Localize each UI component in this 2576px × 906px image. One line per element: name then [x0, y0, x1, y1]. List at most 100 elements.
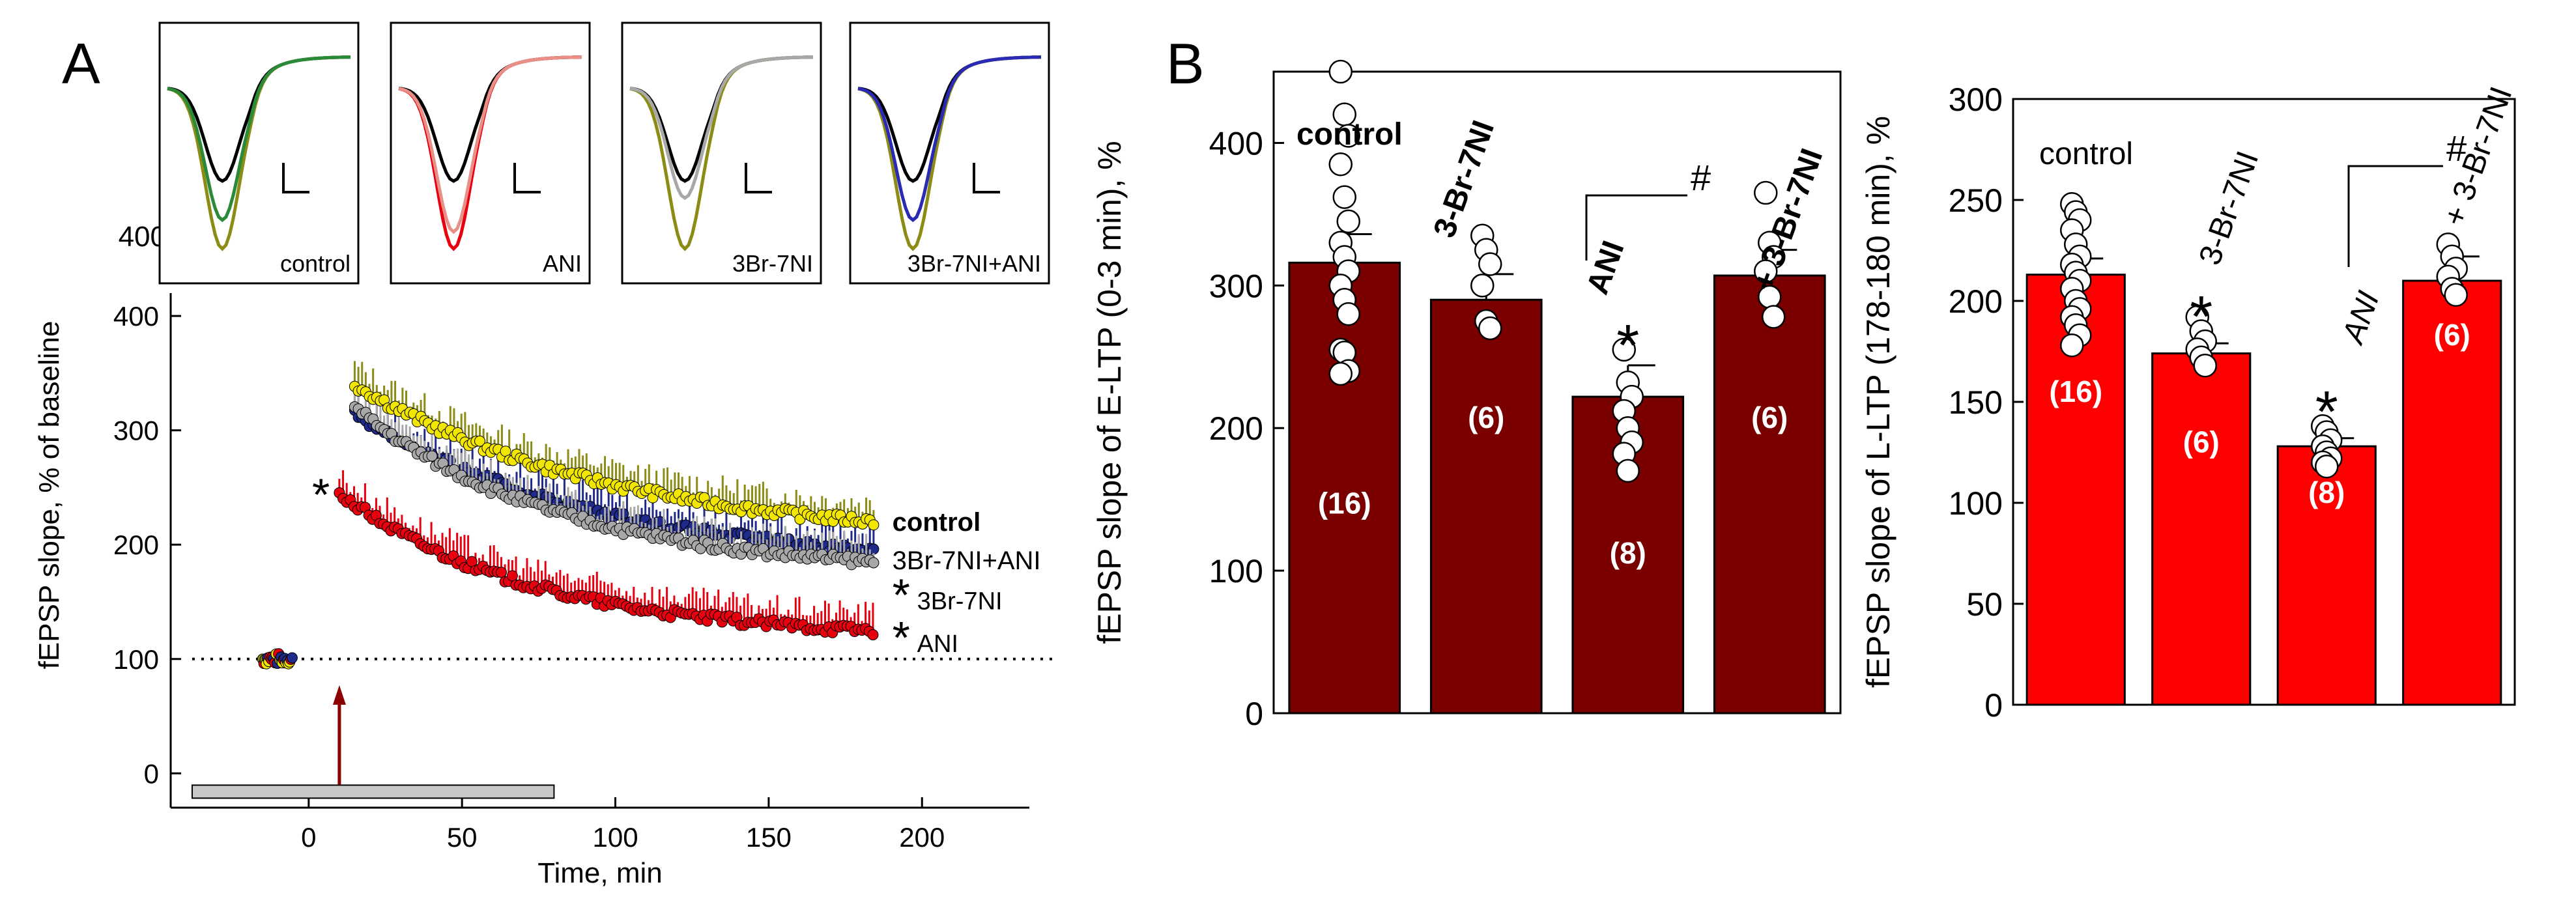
- data-point: [1328, 361, 1352, 386]
- inset-frame: [849, 21, 1050, 285]
- n-label: (8): [1610, 536, 1646, 570]
- bar: [2402, 279, 2502, 706]
- inset-0: control: [158, 21, 360, 285]
- scale-bar: [745, 163, 772, 193]
- l-ltp-bar-chart: 0 50 100 150 200 250 300 fEPSP slope of L-LTP (…: [1860, 81, 2519, 724]
- trace-trace_green: [167, 55, 351, 223]
- bar-group-0: (16) control: [2025, 137, 2133, 706]
- y-tick-label: 300: [1209, 268, 1263, 304]
- inset-label: ANI: [543, 250, 582, 277]
- bar: [1429, 298, 1543, 715]
- y-tick-label: 50: [1966, 586, 2003, 623]
- time-course-chart: 0 100 200 300 400 0 50 100 150 200 Time, min fEPSP …: [33, 293, 1055, 889]
- inset-3: 3Br-7NI+ANI: [849, 21, 1050, 285]
- n-label: (16): [2049, 375, 2102, 408]
- inset-2: 3Br-7NI: [621, 21, 822, 285]
- series-3br-7ni: * 3Br-7NI: [349, 387, 1003, 621]
- data-point: [1754, 259, 1778, 283]
- inset-1: ANI: [390, 21, 591, 285]
- bar-group-3: (6)+ 3-Br-7NI: [2402, 82, 2519, 706]
- y-tick-label: 400: [1209, 125, 1263, 162]
- data-point: [1332, 185, 1356, 209]
- bar: [1713, 274, 1826, 715]
- data-point: [1328, 152, 1352, 177]
- n-label: (6): [2183, 425, 2220, 459]
- inset-frame: [621, 21, 822, 285]
- x-tick-label: 200: [899, 822, 945, 853]
- significance-bracket: [2347, 165, 2443, 267]
- category-label: + 3-Br-7NI: [1747, 144, 1830, 295]
- n-label: (6): [1751, 401, 1788, 434]
- bar-group-0: (16) control: [1288, 59, 1403, 715]
- significance-star: *: [2190, 285, 2212, 350]
- bar: [2151, 352, 2252, 706]
- category-label: control: [1296, 117, 1403, 152]
- data-point: [506, 570, 518, 582]
- scale-bar: [282, 163, 309, 193]
- inset-frame: [158, 21, 360, 285]
- data-point: [1336, 302, 1360, 326]
- series-label: control: [893, 508, 981, 537]
- n-label: (16): [1318, 487, 1371, 520]
- bar: [1288, 261, 1401, 715]
- significance-star: *: [2315, 380, 2338, 445]
- data-point: [1470, 274, 1495, 298]
- series-ani: * ANI: [334, 470, 958, 663]
- data-point: [2315, 454, 2339, 479]
- y-tick-label: 300: [1949, 81, 2003, 118]
- significance-hash: #: [2446, 128, 2467, 169]
- plot-frame: [1272, 70, 1842, 715]
- data-point: [474, 435, 485, 447]
- y-axis-label: fEPSP slope, % of baseline: [33, 321, 65, 670]
- panel-a-label: A: [62, 31, 100, 96]
- data-point: [1336, 124, 1360, 148]
- n-label: (6): [2434, 318, 2470, 352]
- y-tick-label: 100: [113, 644, 159, 675]
- y-tick-label: 200: [113, 530, 159, 560]
- data-point: [426, 450, 438, 462]
- data-point: [1754, 180, 1778, 205]
- significance-star: *: [893, 570, 910, 621]
- data-point: [1762, 305, 1786, 329]
- significance-bracket: [1585, 194, 1687, 261]
- bar-group-1: (6) * 3-Br-7NI: [2151, 147, 2265, 706]
- y-tick-label: 300: [113, 416, 159, 446]
- data-point: [867, 629, 879, 641]
- scale-bar: [973, 163, 1000, 193]
- data-point: [1616, 459, 1640, 483]
- category-label: 3-Br-7NI: [1427, 116, 1502, 242]
- early-significance-star: *: [312, 470, 330, 520]
- bar-group-2: (8) * ANI: [1571, 236, 1685, 715]
- y-tick-label: 100: [1209, 553, 1263, 589]
- data-point: [1328, 59, 1352, 84]
- y-tick-label: 0: [1245, 696, 1263, 732]
- inset-label: control: [280, 250, 351, 277]
- significance-hash: #: [1691, 157, 1711, 198]
- data-point: [1612, 337, 1636, 362]
- significance-star: *: [1616, 313, 1639, 378]
- y-tick-label: 200: [1209, 410, 1263, 447]
- data-point: [2193, 353, 2217, 378]
- bar-group-2: (8) * ANI: [2276, 287, 2386, 706]
- series-label: 3Br-7NI+ANI: [893, 546, 1041, 575]
- bar-group-3: (6) + 3-Br-7NI: [1713, 144, 1830, 715]
- bar: [2276, 445, 2377, 706]
- n-label: (8): [2308, 475, 2345, 509]
- inset-y-label: 400: [119, 221, 166, 253]
- y-tick-label: 100: [1949, 485, 2003, 522]
- x-axis-label: Time, min: [537, 857, 663, 889]
- series-control: control: [349, 361, 980, 537]
- inset-label: 3Br-7NI+ANI: [908, 250, 1041, 277]
- category-label: ANI: [1581, 236, 1631, 299]
- y-tick-label: 200: [1949, 283, 2003, 320]
- data-point: [495, 567, 507, 578]
- y-tick-label: 0: [144, 758, 159, 789]
- data-point: [286, 652, 298, 664]
- y-axis-label: fEPSP slope of E-LTP (0-3 min), %: [1091, 141, 1128, 644]
- y-tick-label: 250: [1949, 182, 2003, 219]
- bar-group-1: (6) 3-Br-7NI: [1427, 116, 1543, 715]
- y-tick-label: 150: [1949, 384, 2003, 421]
- x-tick-label: 150: [746, 822, 792, 853]
- trace-trace_pink: [398, 55, 582, 234]
